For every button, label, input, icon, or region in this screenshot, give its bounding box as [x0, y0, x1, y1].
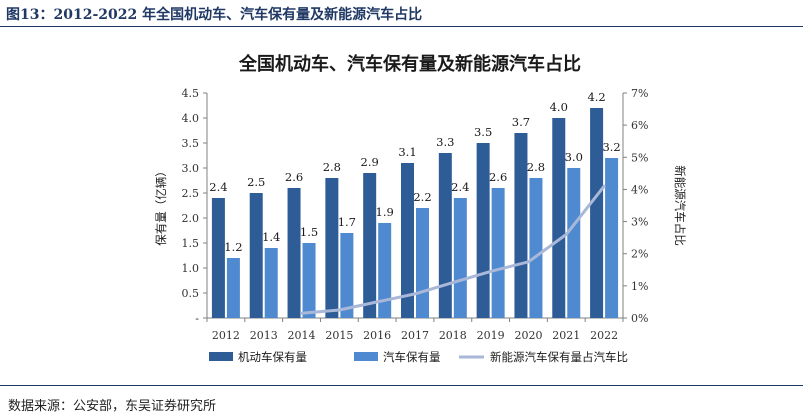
x-tick-label: 2012: [212, 329, 240, 342]
bar-vehicles: [438, 153, 452, 318]
x-tick-label: 2021: [552, 329, 580, 342]
data-label-vehicles: 3.5: [474, 125, 492, 139]
line-nev-share: [300, 184, 606, 315]
bar-cars: [226, 258, 240, 318]
legend-swatch-vehicles: [209, 352, 233, 361]
figure-caption: 图13：2012-2022 年全国机动车、汽车保有量及新能源汽车占比: [6, 7, 423, 23]
legend-label-nev-share: 新能源汽车保有量占汽车比: [490, 350, 628, 364]
data-label-cars: 1.2: [224, 240, 242, 254]
data-label-vehicles: 3.1: [398, 145, 416, 159]
bar-cars: [264, 248, 278, 318]
legend: 机动车保有量 汽车保有量 新能源汽车保有量占汽车比: [209, 350, 628, 364]
x-tick-label: 2017: [401, 329, 429, 342]
data-label-cars: 1.9: [376, 205, 394, 219]
y-tick-label: 4.0: [182, 112, 200, 125]
axes: - 0.5 1.0 1.5 2.0 2.5 3.0 3.5 4.0 4.5 0% 1% 2% 3% 4% 5%…: [154, 87, 687, 342]
bar-cars: [491, 188, 505, 318]
legend-label-vehicles: 机动车保有量: [238, 350, 307, 364]
y-tick-label: 3.0: [182, 162, 200, 175]
y2-tick-label: 3%: [631, 216, 648, 229]
bar-vehicles: [514, 133, 528, 318]
data-label-cars: 3.2: [602, 140, 620, 154]
data-label-cars: 2.6: [489, 170, 507, 184]
bar-cars: [605, 158, 619, 318]
data-label-cars: 3.0: [565, 150, 583, 164]
data-label-vehicles: 2.4: [209, 180, 227, 194]
x-tick-label: 2016: [363, 329, 391, 342]
legend-swatch-cars: [354, 352, 378, 361]
data-label-vehicles: 2.9: [361, 155, 379, 169]
y2-tick-label: 5%: [631, 151, 648, 164]
data-label-vehicles: 2.8: [323, 160, 341, 174]
source-note: 数据来源：公安部，东吴证券研究所: [8, 399, 217, 414]
x-tick-label: 2019: [477, 329, 505, 342]
y2-tick-label: 4%: [631, 183, 648, 196]
y-tick-label: 1.0: [182, 262, 200, 275]
bar-cars: [453, 198, 467, 318]
data-label-vehicles: 4.2: [587, 90, 605, 104]
x-tick-label: 2020: [514, 329, 542, 342]
line-layer: [300, 184, 606, 315]
x-tick-label: 2022: [590, 329, 618, 342]
chart-title: 全国机动车、汽车保有量及新能源汽车占比: [238, 53, 581, 75]
bars: [211, 108, 619, 318]
bar-cars: [567, 168, 581, 318]
bar-cars: [378, 223, 392, 318]
bar-vehicles: [287, 188, 301, 318]
bar-cars: [416, 208, 429, 318]
data-label-cars: 1.5: [300, 225, 318, 239]
bar-vehicles: [249, 193, 263, 318]
x-tick-label: 2018: [439, 329, 467, 342]
data-label-cars: 2.8: [527, 160, 545, 174]
data-label-vehicles: 2.6: [285, 170, 303, 184]
bar-labels: 2.4 1.2 2.5 1.4 2.6 1.5 2.8 1.7 2.9 1.9 3.1 2.2 3.3 2…: [209, 90, 620, 254]
y-tick-label: 0.5: [182, 287, 200, 300]
data-label-vehicles: 4.0: [550, 100, 568, 114]
bar-vehicles: [476, 143, 490, 318]
y-tick-label: 2.0: [182, 212, 200, 225]
chart: 全国机动车、汽车保有量及新能源汽车占比 - 0.5 1.0 1.5 2.0 2.5 3.0 3…: [154, 53, 687, 364]
bar-cars: [340, 233, 354, 318]
data-label-cars: 2.4: [451, 180, 469, 194]
source-rule: [0, 385, 803, 386]
bar-vehicles: [363, 173, 377, 318]
y2-tick-label: 2%: [631, 248, 648, 261]
legend-label-cars: 汽车保有量: [383, 350, 441, 364]
y2-tick-label: 6%: [631, 119, 648, 132]
y-tick-label: 2.5: [182, 187, 200, 200]
y2-axis-title: 新能源汽车占比: [673, 165, 687, 246]
bar-vehicles: [590, 108, 604, 318]
x-tick-label: 2015: [325, 329, 353, 342]
data-label-cars: 2.2: [413, 190, 431, 204]
caption-rule: [0, 26, 803, 27]
bar-vehicles: [211, 198, 225, 318]
bar-cars: [302, 243, 316, 318]
y2-tick-label: 0%: [631, 312, 648, 325]
data-label-cars: 1.4: [262, 230, 280, 244]
bar-cars: [529, 178, 543, 318]
data-label-cars: 1.7: [338, 215, 356, 229]
data-label-vehicles: 3.3: [436, 135, 454, 149]
bar-vehicles: [401, 163, 414, 318]
y-tick-label: 4.5: [182, 87, 200, 100]
data-label-vehicles: 2.5: [247, 175, 265, 189]
data-label-vehicles: 3.7: [512, 115, 530, 129]
y-tick-label: 3.5: [182, 137, 200, 150]
y2-tick-label: 1%: [631, 280, 648, 293]
y2-tick-label: 7%: [631, 87, 648, 100]
y-tick-label: -: [195, 312, 199, 325]
x-tick-label: 2013: [250, 329, 278, 342]
y-axis-title: 保有量（亿辆）: [154, 165, 168, 246]
bar-vehicles: [325, 178, 339, 318]
y-tick-label: 1.5: [182, 237, 200, 250]
x-tick-label: 2014: [288, 329, 316, 342]
bar-vehicles: [552, 118, 566, 318]
